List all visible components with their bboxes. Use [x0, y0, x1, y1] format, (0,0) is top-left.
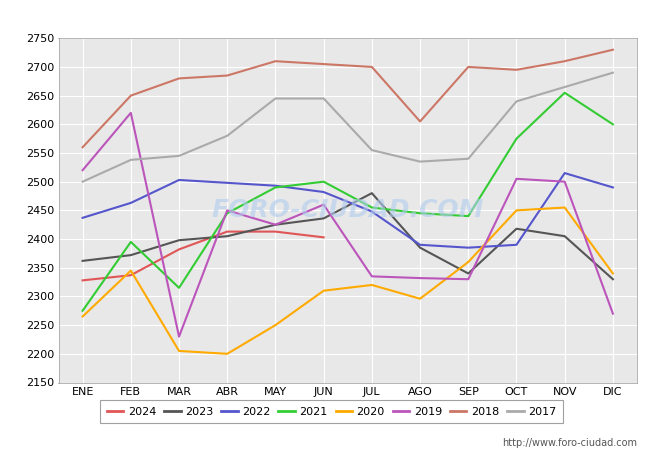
Legend: 2024, 2023, 2022, 2021, 2020, 2019, 2018, 2017: 2024, 2023, 2022, 2021, 2020, 2019, 2018…: [100, 400, 563, 423]
Text: FORO-CIUDAD.COM: FORO-CIUDAD.COM: [211, 198, 484, 222]
Text: http://www.foro-ciudad.com: http://www.foro-ciudad.com: [502, 438, 637, 448]
Text: Afiliados en Onil a 31/5/2024: Afiliados en Onil a 31/5/2024: [205, 9, 445, 27]
